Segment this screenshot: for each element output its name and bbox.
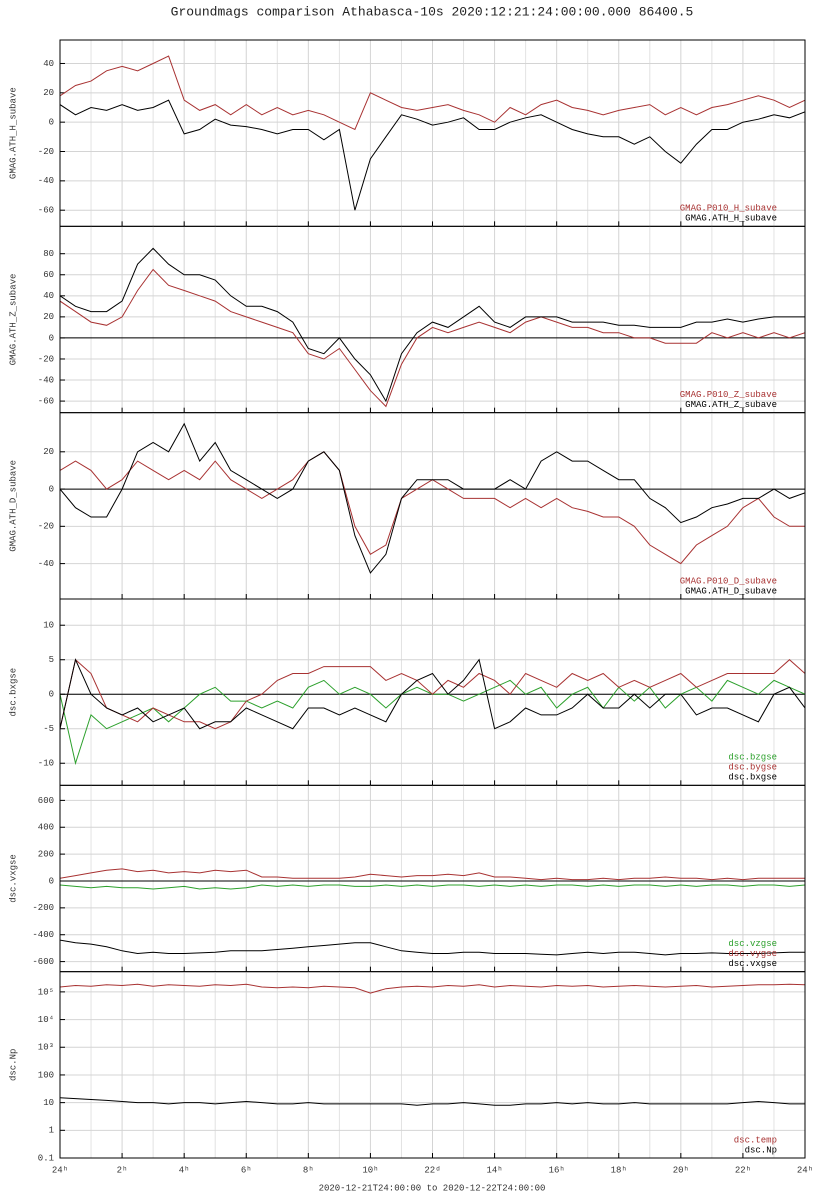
legend-entry: dsc.bzgse xyxy=(728,753,777,763)
y-tick-label: -20 xyxy=(38,147,54,157)
y-tick-label: 0 xyxy=(49,876,54,886)
x-tick-label: 6ʰ xyxy=(241,1165,252,1175)
legend-entry: GMAG.P010_D_subave xyxy=(680,576,777,586)
y-tick-label: 20 xyxy=(43,88,54,98)
x-tick-label: 20ʰ xyxy=(673,1165,689,1175)
x-tick-label: 24ʰ xyxy=(52,1165,68,1175)
y-axis-label: dsc.Np xyxy=(8,1049,18,1081)
y-tick-label: 10⁵ xyxy=(38,987,54,997)
panel: -600 -400 -200 0 200 400 600 dsc.vzgsedsc.vygse… xyxy=(8,784,806,973)
legend-entry: dsc.vygse xyxy=(728,949,777,959)
legend-entry: dsc.vzgse xyxy=(728,939,777,949)
y-tick-label: -60 xyxy=(38,396,54,406)
series-line xyxy=(60,1097,805,1106)
y-tick-label: 80 xyxy=(43,249,54,259)
x-tick-label: 4ʰ xyxy=(179,1165,190,1175)
y-tick-label: 20 xyxy=(43,312,54,322)
time-range: 2020-12-21T24:00:00 to 2020-12-22T24:00:… xyxy=(319,1183,546,1193)
y-tick-label: 20 xyxy=(43,447,54,457)
y-axis-label: GMAG.ATH_H_subave xyxy=(8,87,18,179)
y-tick-label: 100 xyxy=(38,1070,54,1080)
y-tick-label: 0 xyxy=(49,484,54,494)
legend-entry: GMAG.ATH_D_subave xyxy=(685,586,777,596)
y-tick-label: -10 xyxy=(38,759,54,769)
series-line xyxy=(60,247,805,403)
y-tick-label: -5 xyxy=(43,724,54,734)
y-tick-label: -60 xyxy=(38,206,54,216)
y-tick-label: 40 xyxy=(43,59,54,69)
y-tick-label: 10⁴ xyxy=(38,1014,54,1025)
series-line xyxy=(60,884,805,890)
x-tick-label: 2ʰ xyxy=(117,1165,128,1175)
y-tick-label: 10³ xyxy=(38,1043,54,1053)
legend-entry: dsc.temp xyxy=(734,1135,777,1145)
legend-entry: GMAG.P010_Z_subave xyxy=(680,390,777,400)
series-line xyxy=(60,658,805,730)
y-tick-label: 200 xyxy=(38,849,54,859)
series-line xyxy=(60,268,805,408)
x-tick-label: 8ʰ xyxy=(303,1165,314,1175)
y-tick-label: 1 xyxy=(49,1126,54,1136)
series-line xyxy=(60,99,805,211)
panel: -60-40-2002040GMAG.P010_H_subaveGMAG.ATH… xyxy=(8,39,806,227)
y-tick-label: 0 xyxy=(49,118,54,128)
legend-entry: dsc.bxgse xyxy=(728,773,777,783)
series-line xyxy=(60,422,805,574)
y-tick-label: -400 xyxy=(32,930,54,940)
y-axis-label: GMAG.ATH_D_subave xyxy=(8,460,18,552)
y-tick-label: 0 xyxy=(49,333,54,343)
y-tick-label: -200 xyxy=(32,903,54,913)
y-axis-label: dsc.vxgse xyxy=(8,854,18,903)
y-tick-label: 5 xyxy=(49,655,54,665)
y-axis-label: GMAG.ATH_Z_subave xyxy=(8,274,18,366)
y-tick-label: 0.1 xyxy=(38,1153,54,1163)
legend-entry: dsc.vxgse xyxy=(728,959,777,969)
x-tick-label: 10ʰ xyxy=(362,1165,378,1175)
y-tick-label: -40 xyxy=(38,559,54,569)
series-group xyxy=(60,658,805,766)
y-tick-label: -600 xyxy=(32,957,54,967)
series-group xyxy=(60,247,805,408)
series-line xyxy=(60,868,805,881)
x-tick-label: 16ʰ xyxy=(549,1165,565,1175)
y-tick-label: -40 xyxy=(38,176,54,186)
panel-frame xyxy=(59,971,806,1159)
x-tick-label: 24ʰ xyxy=(797,1165,813,1175)
y-tick-label: 40 xyxy=(43,291,54,301)
series-group xyxy=(60,55,805,211)
series-line xyxy=(60,983,805,994)
legend-entry: dsc.bygse xyxy=(728,763,777,773)
y-axis-label: dsc.bxgse xyxy=(8,668,18,717)
series-group xyxy=(60,983,805,1106)
x-tick-label: 14ʰ xyxy=(486,1165,502,1175)
series-line xyxy=(60,55,805,131)
legend-entry: GMAG.P010_H_subave xyxy=(680,204,777,214)
y-tick-label: 10 xyxy=(43,1098,54,1108)
x-tick-label: 22ʰ xyxy=(735,1165,751,1175)
x-tick-label: 18ʰ xyxy=(611,1165,627,1175)
legend-entry: GMAG.ATH_H_subave xyxy=(685,214,777,224)
chart-title: Groundmags comparison Athabasca-10s 2020… xyxy=(171,4,694,19)
y-tick-label: -20 xyxy=(38,522,54,532)
series-group xyxy=(60,868,805,956)
series-group xyxy=(60,422,805,574)
y-tick-label: 0 xyxy=(49,690,54,700)
y-tick-label: -20 xyxy=(38,354,54,364)
panel: -40-20020GMAG.P010_D_subaveGMAG.ATH_D_su… xyxy=(8,412,806,600)
x-tick-label: 22ᵈ xyxy=(424,1165,440,1175)
y-tick-label: 10 xyxy=(43,621,54,631)
y-tick-label: 600 xyxy=(38,796,54,806)
panel: -60-40-20020406080GMAG.P010_Z_subaveGMAG… xyxy=(8,225,806,414)
panel: -10-50510dsc.bzgsedsc.bygsedsc.bxgsedsc.… xyxy=(8,598,806,786)
series-line xyxy=(60,939,805,956)
legend-entry: GMAG.ATH_Z_subave xyxy=(685,400,777,410)
y-tick-label: 400 xyxy=(38,823,54,833)
legend-entry: dsc.Np xyxy=(745,1145,777,1155)
series-line xyxy=(60,658,805,730)
y-tick-label: 60 xyxy=(43,270,54,280)
y-tick-label: -40 xyxy=(38,375,54,385)
